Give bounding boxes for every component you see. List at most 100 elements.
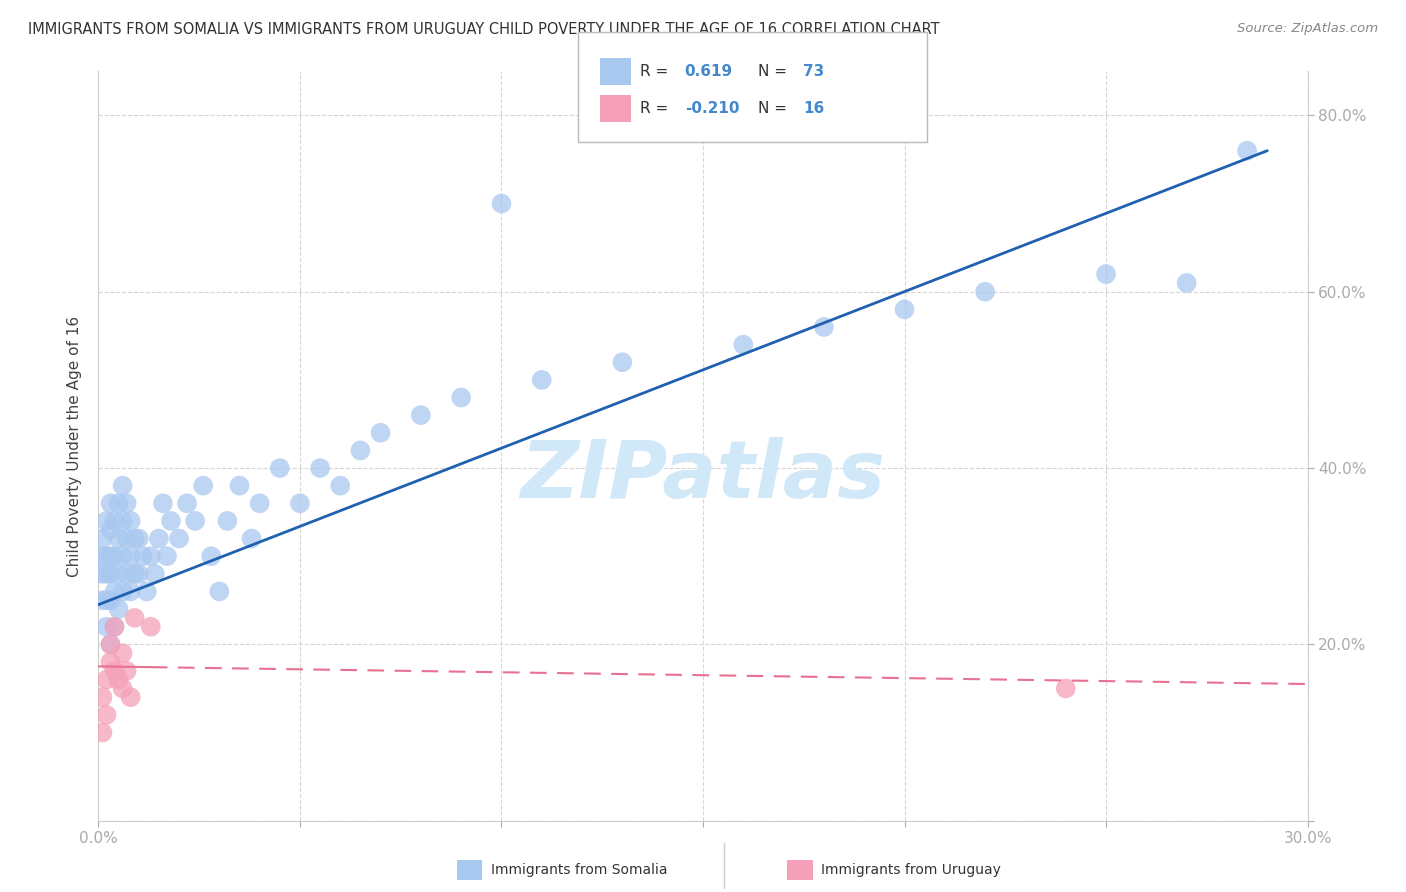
Point [329,478,352,492]
Point [103,549,125,564]
Point [100,637,122,651]
Point [139,620,162,634]
Point [491,196,513,211]
Point [288,496,311,510]
Point [124,611,146,625]
Point [135,584,157,599]
Point [107,566,129,581]
Point [148,532,170,546]
Point [111,549,134,564]
Point [309,461,332,475]
Text: 0.619: 0.619 [685,64,733,78]
Point [128,532,150,546]
Point [217,514,239,528]
Text: R =: R = [640,64,673,78]
Point [100,637,122,651]
Text: Source: ZipAtlas.com: Source: ZipAtlas.com [1237,22,1378,36]
Point [107,532,129,546]
Point [143,566,166,581]
Point [96,566,118,581]
Point [111,646,134,660]
Point [115,664,138,678]
Point [132,549,155,564]
Point [91,593,114,607]
Y-axis label: Child Poverty Under the Age of 16: Child Poverty Under the Age of 16 [66,316,82,576]
Text: IMMIGRANTS FROM SOMALIA VS IMMIGRANTS FROM URUGUAY CHILD POVERTY UNDER THE AGE O: IMMIGRANTS FROM SOMALIA VS IMMIGRANTS FR… [28,22,939,37]
Point [111,478,134,492]
Point [893,302,915,317]
Point [612,355,634,369]
Point [111,584,134,599]
Point [120,690,142,705]
Point [103,584,125,599]
Point [120,549,142,564]
Point [115,566,138,581]
Point [91,725,114,739]
Text: 16: 16 [803,102,824,116]
Point [96,549,118,564]
Point [349,443,371,458]
Point [96,593,118,607]
Point [124,532,146,546]
Point [208,584,231,599]
Point [249,496,271,510]
Point [100,655,122,669]
Point [1054,681,1077,696]
Point [1095,267,1118,281]
Point [115,496,138,510]
Text: Immigrants from Uruguay: Immigrants from Uruguay [821,863,1001,877]
Point [103,620,125,634]
Point [156,549,179,564]
Point [100,496,122,510]
Point [450,391,472,405]
Point [184,514,207,528]
Point [96,673,118,687]
Point [160,514,183,528]
Point [974,285,997,299]
Point [200,549,222,564]
Point [128,566,150,581]
Text: N =: N = [758,102,792,116]
Point [124,566,146,581]
Text: -0.210: -0.210 [685,102,740,116]
Point [269,461,291,475]
Point [91,690,114,705]
Point [111,681,134,696]
Point [103,620,125,634]
Point [100,566,122,581]
Point [96,514,118,528]
Point [100,593,122,607]
Point [530,373,553,387]
Point [103,664,125,678]
Point [91,566,114,581]
Point [1175,276,1198,290]
Point [111,514,134,528]
Text: N =: N = [758,64,792,78]
Text: ZIPatlas: ZIPatlas [520,437,886,515]
Point [152,496,174,510]
Point [107,602,129,616]
Point [370,425,392,440]
Point [107,496,129,510]
Point [96,620,118,634]
Point [96,707,118,722]
Point [91,549,114,564]
Point [193,478,215,492]
Point [100,523,122,537]
Point [228,478,250,492]
Point [176,496,198,510]
Point [120,584,142,599]
Text: 73: 73 [803,64,824,78]
Point [167,532,190,546]
Point [139,549,162,564]
Text: Immigrants from Somalia: Immigrants from Somalia [491,863,668,877]
Point [107,673,129,687]
Point [103,514,125,528]
Point [1236,144,1258,158]
Point [120,514,142,528]
Point [115,532,138,546]
Point [733,337,755,351]
Point [91,532,114,546]
Point [409,408,432,422]
Point [240,532,263,546]
